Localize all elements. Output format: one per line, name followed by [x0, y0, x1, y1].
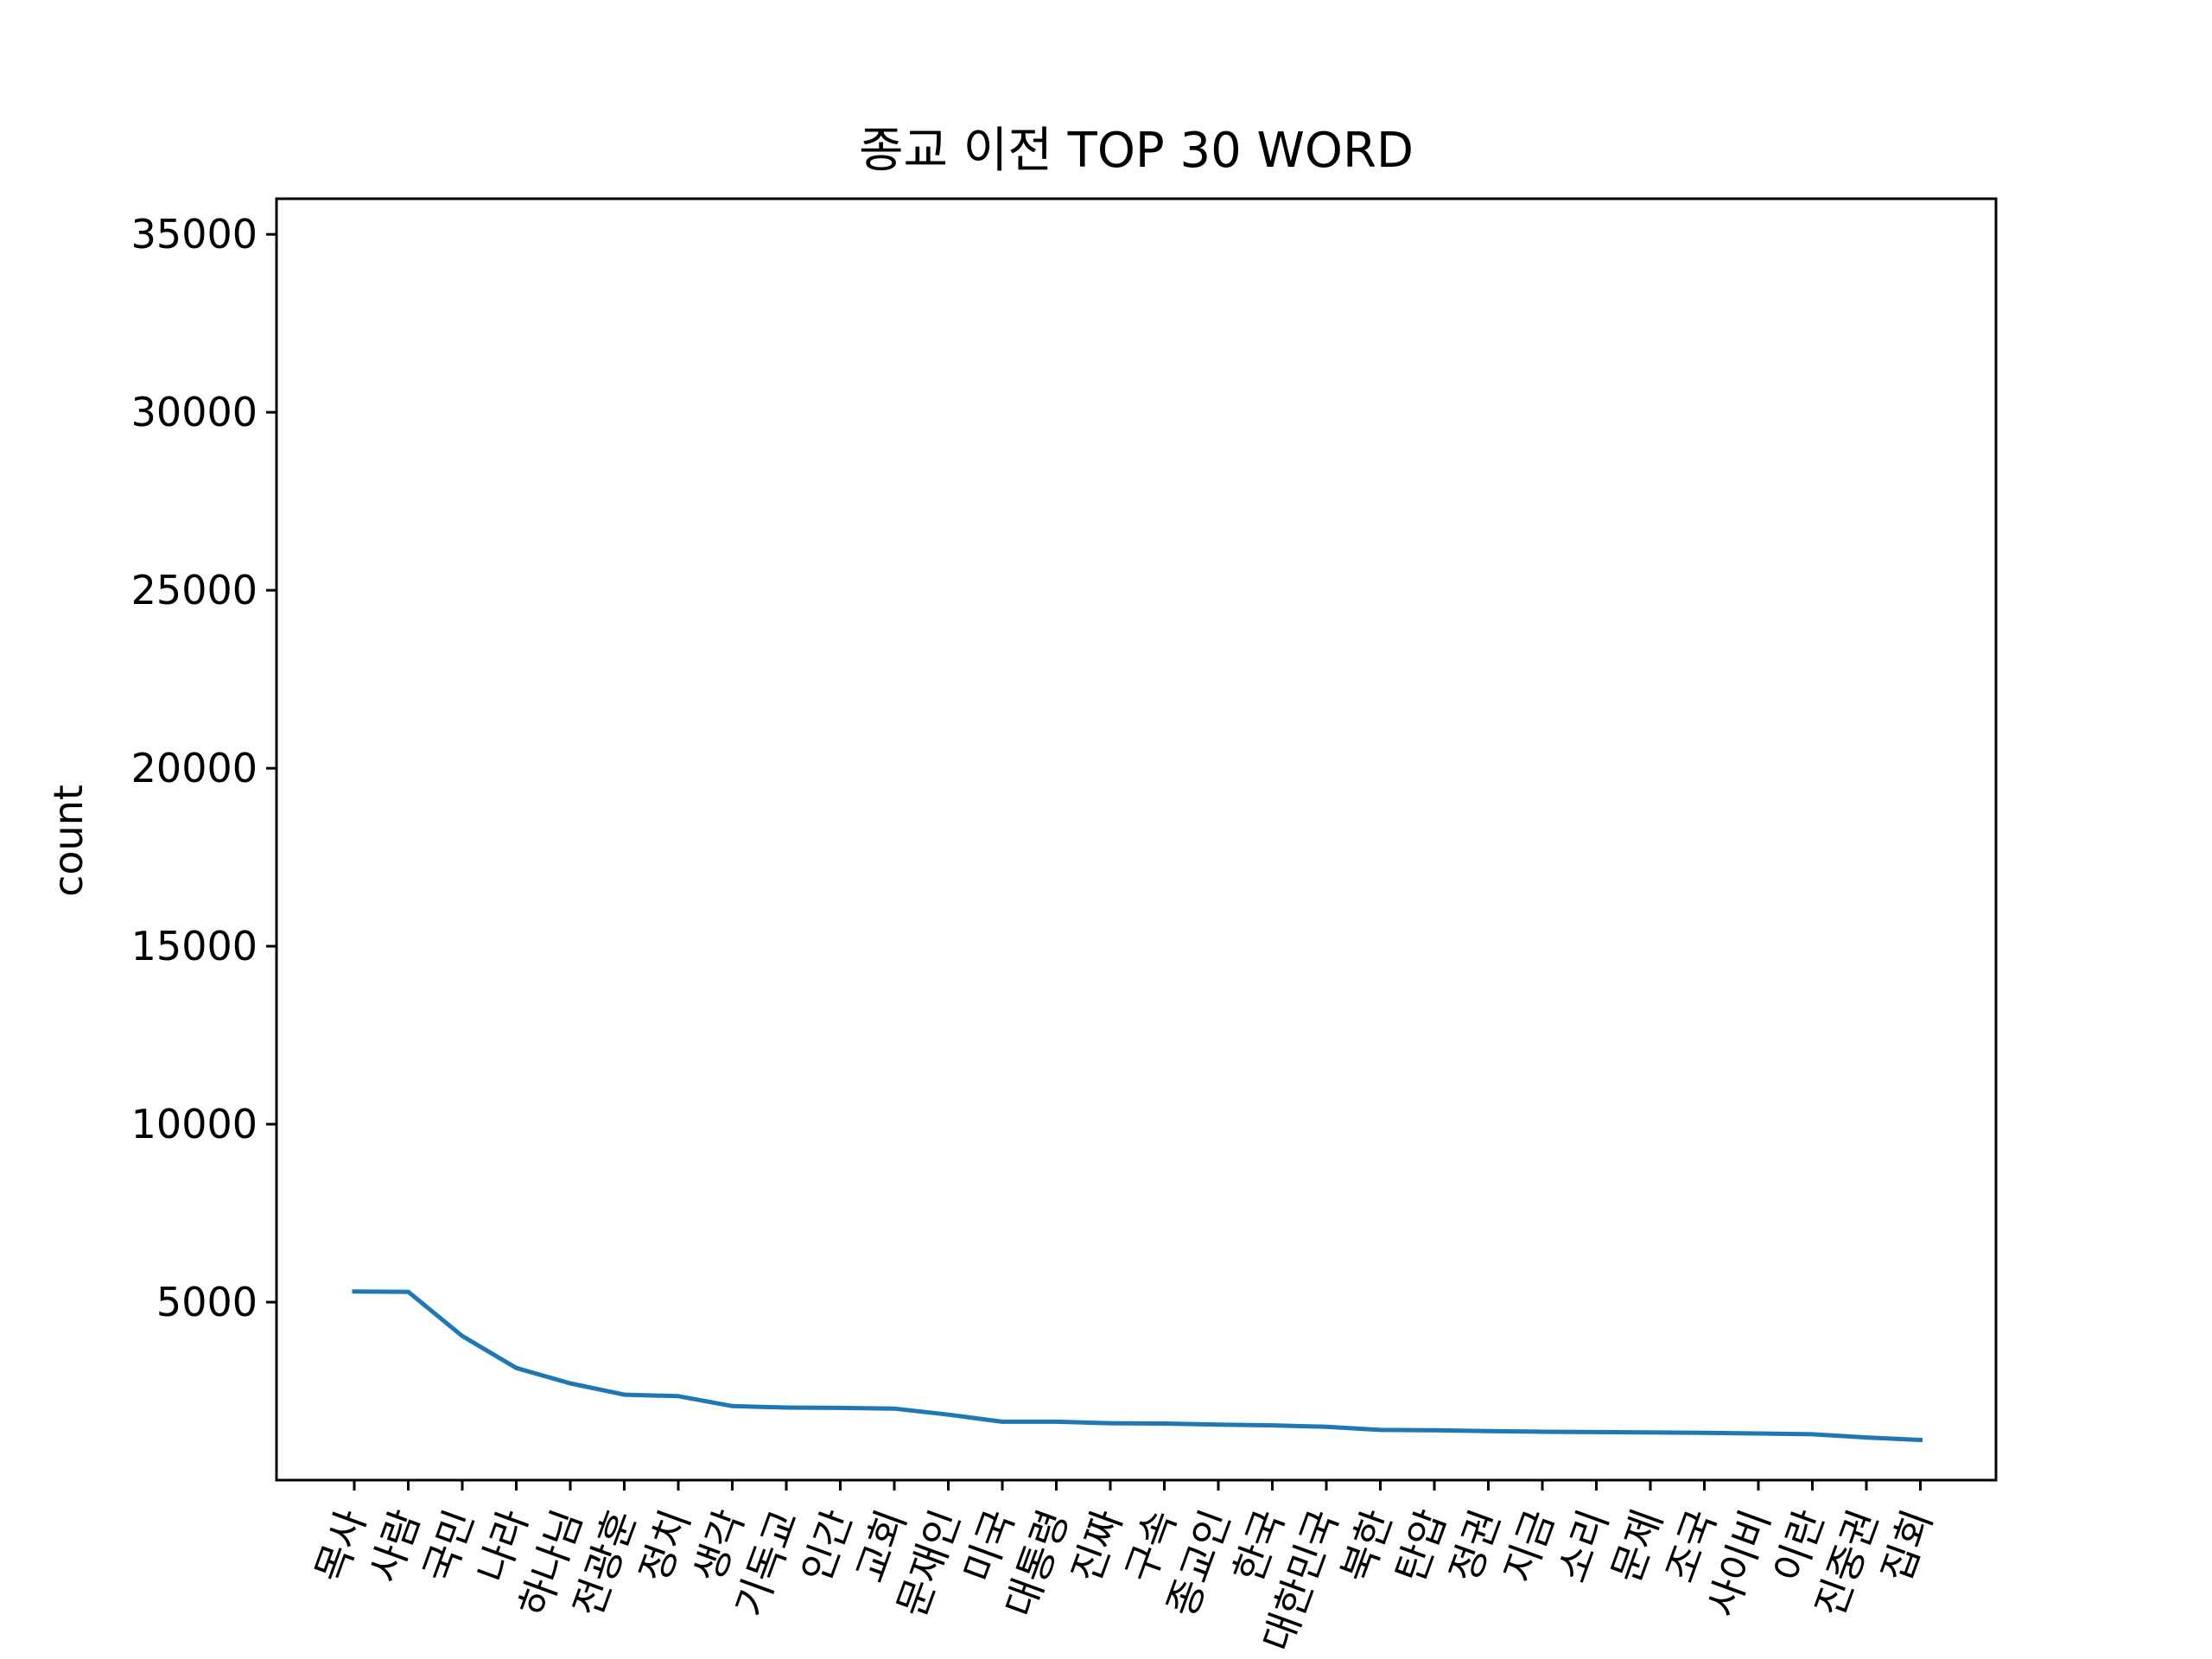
y-tick-label: 30000	[131, 389, 257, 435]
series-line	[352, 1289, 1923, 1443]
y-axis-label: count	[45, 785, 92, 897]
chart-title: 종교 이전 TOP 30 WORD	[859, 123, 1414, 179]
y-tick-label: 20000	[131, 745, 257, 791]
y-tick-label: 35000	[131, 211, 257, 257]
y-tick-label: 25000	[131, 567, 257, 613]
y-tick-label: 10000	[131, 1101, 257, 1147]
series-group	[352, 1289, 1923, 1443]
y-tick-label: 15000	[131, 923, 257, 969]
y-axis: 5000 10000 15000 20000 25000 30000 35000	[131, 211, 276, 1325]
y-tick-label: 5000	[156, 1279, 257, 1325]
plot-frame	[275, 197, 1998, 1482]
